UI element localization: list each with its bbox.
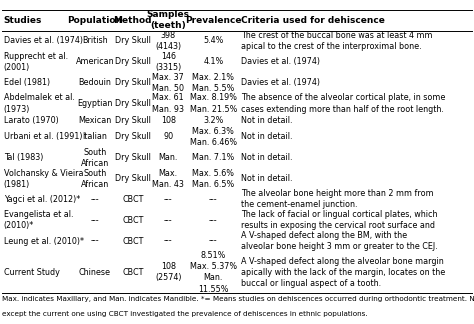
Text: ---: --- [91,237,99,246]
Text: The crest of the buccal bone was at least 4 mm
apical to the crest of the interp: The crest of the buccal bone was at leas… [241,31,432,51]
Text: Dry Skull: Dry Skull [115,153,151,162]
Text: Dry Skull: Dry Skull [115,37,151,45]
Text: Leung et al. (2010)*: Leung et al. (2010)* [4,237,84,246]
Text: 108: 108 [161,116,176,125]
Text: Egyptian: Egyptian [77,99,112,108]
Text: Max. 8.19%
Man. 21.5%: Max. 8.19% Man. 21.5% [190,94,237,114]
Text: Method: Method [113,16,152,25]
Text: ---: --- [164,195,173,204]
Text: 4.1%: 4.1% [203,57,223,66]
Text: Max. 37
Man. 50: Max. 37 Man. 50 [152,73,184,93]
Text: Larato (1970): Larato (1970) [4,116,59,125]
Text: Davies et al. (1974): Davies et al. (1974) [241,78,320,87]
Text: Prevalence: Prevalence [185,16,242,25]
Text: except the current one using CBCT investigated the prevalence of dehiscences in : except the current one using CBCT invest… [2,311,368,317]
Text: CBCT: CBCT [122,268,144,277]
Text: Rupprecht et al.
(2001): Rupprecht et al. (2001) [4,52,68,72]
Text: 90: 90 [163,133,173,141]
Text: The absence of the alveolar cortical plate, in some
cases extending more than ha: The absence of the alveolar cortical pla… [241,94,445,114]
Text: 5.4%: 5.4% [203,37,223,45]
Text: ---: --- [91,195,99,204]
Text: Population: Population [67,16,122,25]
Text: Man.: Man. [159,153,178,162]
Text: The alveolar bone height more than 2 mm from
the cement-enamel junction.: The alveolar bone height more than 2 mm … [241,189,433,209]
Text: Italian: Italian [82,133,107,141]
Text: Tal (1983): Tal (1983) [4,153,43,162]
Text: Max. 61
Man. 93: Max. 61 Man. 93 [152,94,184,114]
Text: Dry Skull: Dry Skull [115,133,151,141]
Text: Current Study: Current Study [4,268,60,277]
Text: South
African: South African [81,168,109,189]
Text: Dry Skull: Dry Skull [115,78,151,87]
Text: 3.2%: 3.2% [203,116,223,125]
Text: Max.
Man. 43: Max. Man. 43 [152,168,184,189]
Text: Max. indicates Maxillary, and Man. indicates Mandible. *= Means studies on dehis: Max. indicates Maxillary, and Man. indic… [2,296,474,303]
Text: ---: --- [209,195,218,204]
Text: Davies et al. (1974): Davies et al. (1974) [4,37,83,45]
Text: British: British [82,37,108,45]
Text: ---: --- [164,216,173,225]
Text: Dry Skull: Dry Skull [115,99,151,108]
Text: 398
(4143): 398 (4143) [155,31,182,51]
Text: 108
(2574): 108 (2574) [155,262,182,283]
Text: Mexican: Mexican [78,116,111,125]
Text: Not in detail.: Not in detail. [241,174,292,183]
Text: Not in detail.: Not in detail. [241,153,292,162]
Text: A V-shaped defect along the alveolar bone margin
apically with the lack of the m: A V-shaped defect along the alveolar bon… [241,257,445,288]
Text: ---: --- [209,216,218,225]
Text: Dry Skull: Dry Skull [115,116,151,125]
Text: Max. 2.1%
Man. 5.5%: Max. 2.1% Man. 5.5% [192,73,235,93]
Text: Max. 5.6%
Man. 6.5%: Max. 5.6% Man. 6.5% [192,168,235,189]
Text: CBCT: CBCT [122,237,144,246]
Text: Davies et al. (1974): Davies et al. (1974) [241,57,320,66]
Text: Edel (1981): Edel (1981) [4,78,50,87]
Text: ---: --- [91,216,99,225]
Text: Urbani et al. (1991): Urbani et al. (1991) [4,133,82,141]
Text: Dry Skull: Dry Skull [115,174,151,183]
Text: Not in detail.: Not in detail. [241,133,292,141]
Text: Max. 6.3%
Man. 6.46%: Max. 6.3% Man. 6.46% [190,127,237,147]
Text: CBCT: CBCT [122,195,144,204]
Text: American: American [75,57,114,66]
Text: Man. 7.1%: Man. 7.1% [192,153,235,162]
Text: 8.51%
Max. 5.37%
Man.
11.55%: 8.51% Max. 5.37% Man. 11.55% [190,251,237,294]
Text: CBCT: CBCT [122,216,144,225]
Text: Evangelista et al.
(2010)*: Evangelista et al. (2010)* [4,210,73,230]
Text: 146
(3315): 146 (3315) [155,52,182,72]
Text: Dry Skull: Dry Skull [115,57,151,66]
Text: ---: --- [209,237,218,246]
Text: A V-shaped defect along the BM, with the
alveolar bone height 3 mm or greater to: A V-shaped defect along the BM, with the… [241,231,438,251]
Text: Criteria used for dehiscence: Criteria used for dehiscence [241,16,385,25]
Text: The lack of facial or lingual cortical plates, which
results in exposing the cer: The lack of facial or lingual cortical p… [241,210,438,230]
Text: Yagci et al. (2012)*: Yagci et al. (2012)* [4,195,80,204]
Text: South
African: South African [81,148,109,168]
Text: Chinese: Chinese [79,268,111,277]
Text: Bedouin: Bedouin [78,78,111,87]
Text: ---: --- [164,237,173,246]
Text: Not in detail.: Not in detail. [241,116,292,125]
Text: Studies: Studies [4,16,42,25]
Text: Samples
(teeth): Samples (teeth) [147,10,190,30]
Text: Volchansky & Vieira
(1981): Volchansky & Vieira (1981) [4,168,83,189]
Text: Abdelmalek et al.
(1973): Abdelmalek et al. (1973) [4,94,75,114]
